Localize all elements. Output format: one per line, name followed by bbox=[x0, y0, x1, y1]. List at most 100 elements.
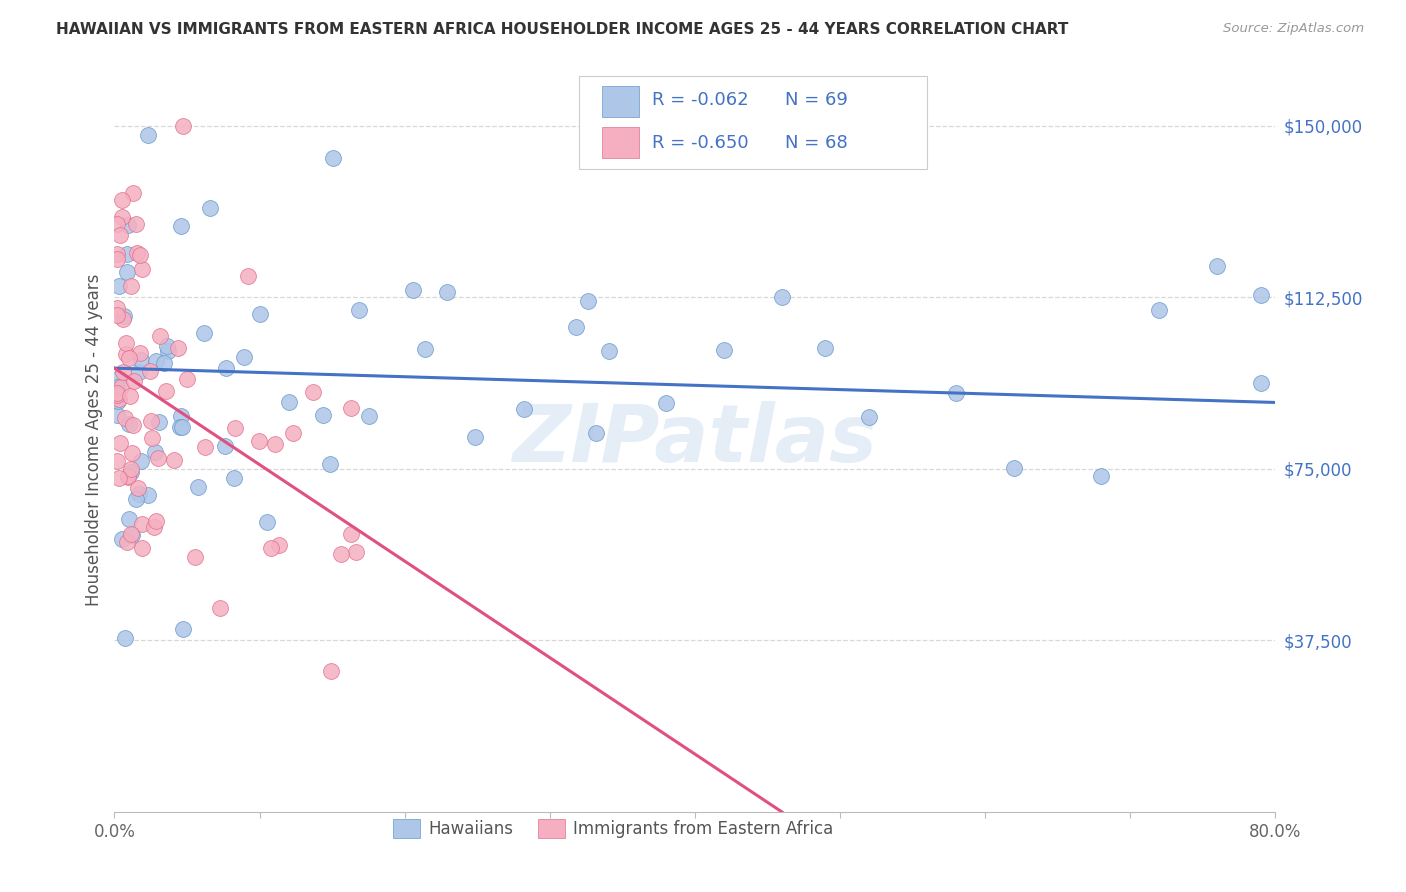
Point bbox=[187, 480, 209, 494]
Point bbox=[108, 227, 131, 242]
Point bbox=[105, 247, 128, 261]
Point bbox=[464, 429, 486, 443]
Point bbox=[122, 418, 145, 433]
Point bbox=[107, 278, 129, 293]
Text: Source: ZipAtlas.com: Source: ZipAtlas.com bbox=[1223, 22, 1364, 36]
Point bbox=[105, 388, 128, 402]
Point bbox=[269, 538, 291, 552]
Point bbox=[143, 520, 166, 534]
Point bbox=[111, 312, 134, 326]
Point bbox=[322, 151, 344, 165]
Text: HAWAIIAN VS IMMIGRANTS FROM EASTERN AFRICA HOUSEHOLDER INCOME AGES 25 - 44 YEARS: HAWAIIAN VS IMMIGRANTS FROM EASTERN AFRI… bbox=[56, 22, 1069, 37]
Point bbox=[224, 421, 246, 435]
Point bbox=[115, 265, 138, 279]
Point bbox=[128, 486, 150, 500]
Point bbox=[283, 426, 305, 441]
Point bbox=[107, 308, 129, 322]
Y-axis label: Householder Income Ages 25 - 44 years: Householder Income Ages 25 - 44 years bbox=[86, 274, 103, 607]
Point bbox=[120, 278, 142, 293]
Point bbox=[120, 465, 142, 479]
Point bbox=[436, 285, 458, 300]
Point bbox=[176, 372, 198, 386]
Point bbox=[340, 526, 363, 541]
Point bbox=[1002, 461, 1025, 475]
Point bbox=[311, 409, 333, 423]
Point bbox=[357, 409, 380, 423]
Point bbox=[139, 364, 162, 378]
Point bbox=[129, 353, 152, 368]
Text: R = -0.650: R = -0.650 bbox=[652, 134, 748, 152]
Point bbox=[110, 380, 132, 394]
Point bbox=[770, 290, 793, 304]
Point bbox=[120, 389, 142, 403]
Point bbox=[112, 310, 135, 324]
Point bbox=[264, 437, 287, 451]
Point bbox=[117, 470, 139, 484]
Point bbox=[169, 219, 191, 234]
Point bbox=[115, 247, 138, 261]
Point bbox=[120, 527, 142, 541]
Point bbox=[260, 541, 283, 555]
Point bbox=[340, 401, 363, 415]
Point bbox=[1250, 287, 1272, 301]
Point bbox=[122, 375, 145, 389]
Point bbox=[347, 302, 370, 317]
Point bbox=[172, 119, 194, 133]
Point bbox=[114, 411, 136, 425]
Point bbox=[118, 351, 141, 365]
Point bbox=[1206, 259, 1229, 273]
Point bbox=[122, 186, 145, 201]
Point bbox=[215, 361, 238, 376]
Point bbox=[114, 336, 136, 351]
Point bbox=[117, 218, 139, 232]
Point bbox=[110, 210, 132, 224]
Point bbox=[194, 440, 217, 454]
Point bbox=[576, 293, 599, 308]
Point bbox=[125, 491, 148, 506]
Point bbox=[321, 664, 343, 678]
Point bbox=[141, 414, 163, 428]
Point bbox=[713, 343, 735, 357]
Point bbox=[236, 268, 259, 283]
Text: N = 68: N = 68 bbox=[786, 134, 848, 152]
FancyBboxPatch shape bbox=[602, 127, 640, 158]
Point bbox=[344, 544, 367, 558]
Legend: Hawaiians, Immigrants from Eastern Africa: Hawaiians, Immigrants from Eastern Afric… bbox=[387, 812, 841, 845]
Point bbox=[208, 601, 231, 615]
Text: N = 69: N = 69 bbox=[786, 92, 848, 110]
Point bbox=[111, 532, 134, 546]
Point bbox=[146, 450, 169, 465]
Point bbox=[105, 454, 128, 468]
Point bbox=[129, 346, 152, 360]
Point bbox=[111, 193, 134, 207]
Point bbox=[108, 436, 131, 450]
Point bbox=[858, 409, 880, 424]
Point bbox=[184, 550, 207, 565]
Point bbox=[172, 622, 194, 636]
Point bbox=[330, 548, 353, 562]
Point bbox=[121, 528, 143, 542]
Point bbox=[156, 339, 179, 353]
Text: ZIPatlas: ZIPatlas bbox=[512, 401, 877, 479]
Point bbox=[301, 384, 323, 399]
Point bbox=[128, 248, 150, 262]
Point bbox=[319, 458, 342, 472]
Point bbox=[167, 341, 190, 355]
Point bbox=[117, 535, 139, 549]
Point bbox=[128, 365, 150, 379]
Point bbox=[1147, 303, 1170, 318]
Point bbox=[117, 469, 139, 483]
FancyBboxPatch shape bbox=[602, 86, 640, 117]
Point bbox=[121, 445, 143, 459]
Point bbox=[249, 307, 271, 321]
Point bbox=[145, 445, 167, 459]
Point bbox=[413, 342, 436, 356]
Point bbox=[172, 420, 194, 434]
Point bbox=[163, 452, 186, 467]
Point bbox=[224, 471, 246, 485]
Point bbox=[198, 201, 221, 215]
Point bbox=[814, 341, 837, 355]
Point bbox=[193, 326, 215, 340]
Point bbox=[125, 217, 148, 231]
Point bbox=[131, 516, 153, 531]
